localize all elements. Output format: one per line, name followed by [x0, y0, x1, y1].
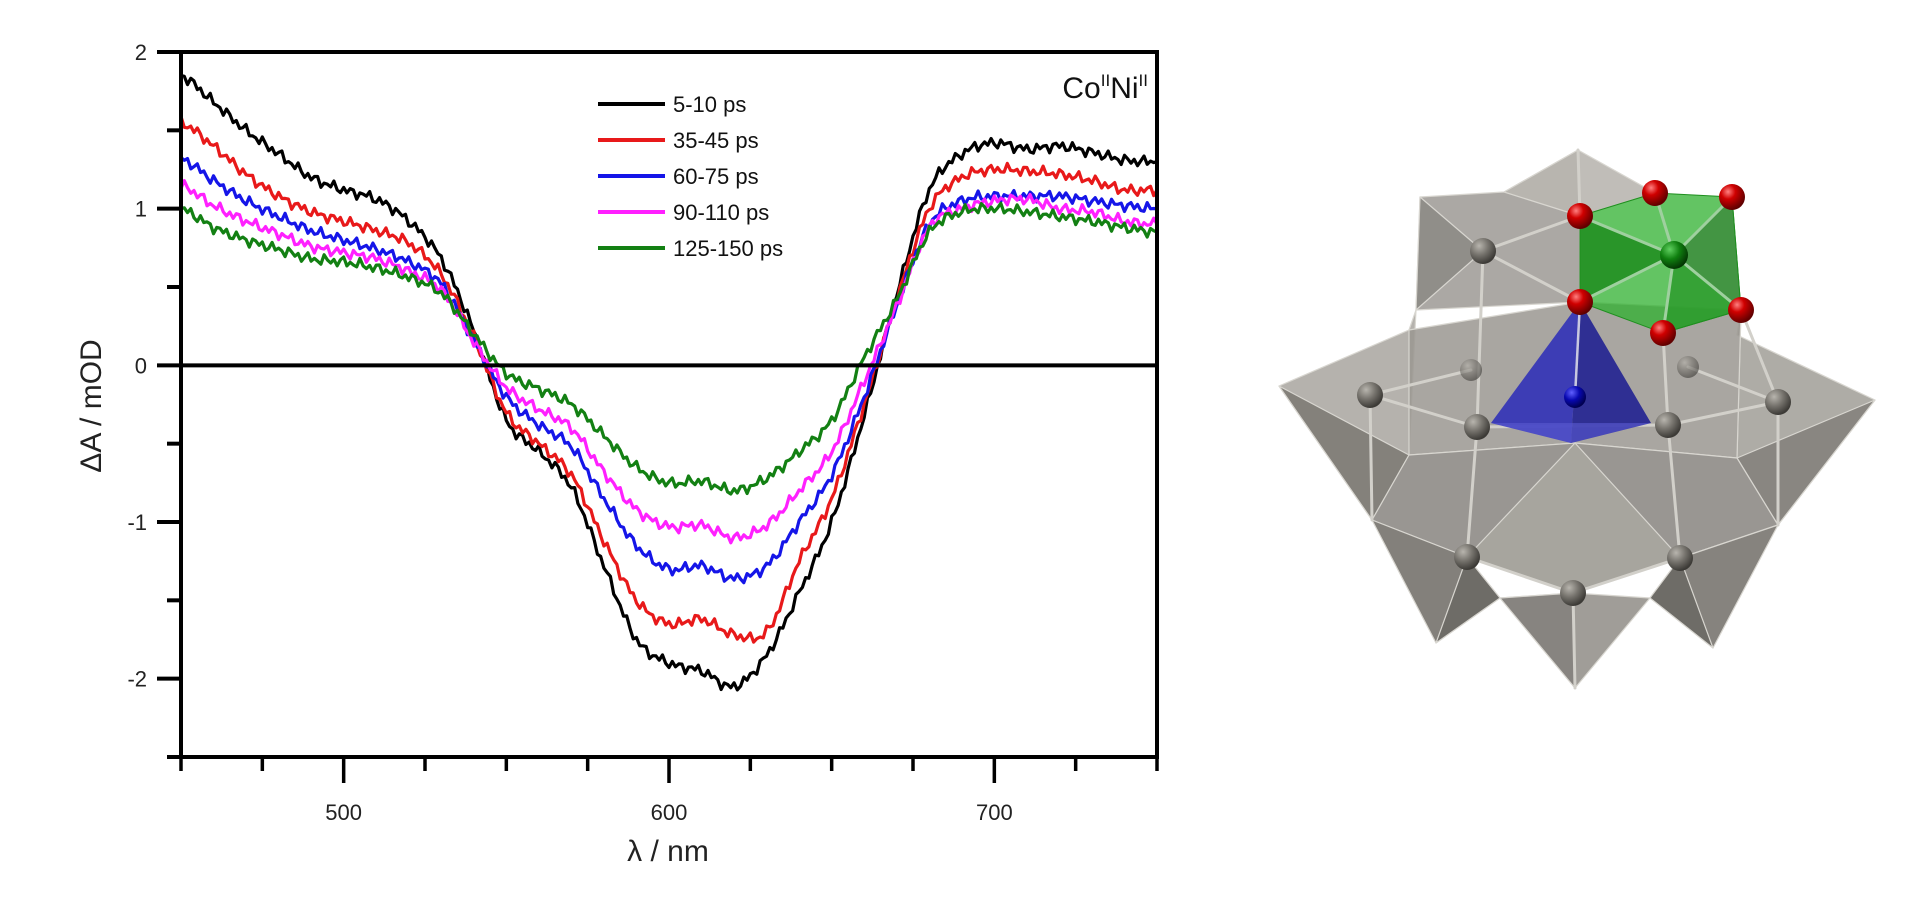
- legend-label: 125-150 ps: [673, 236, 783, 261]
- x-tick-label: 700: [976, 800, 1013, 825]
- bond: [1666, 400, 1780, 427]
- bond: [1481, 214, 1582, 253]
- w-atom: [1470, 238, 1496, 264]
- co-tetrahedron-face: [1491, 302, 1580, 443]
- plot-series-group: [179, 73, 1159, 692]
- y-tick-label: -1: [127, 510, 147, 535]
- bond: [1672, 253, 1743, 312]
- legend-label: 60-75 ps: [673, 164, 759, 189]
- series-line-125-150-ps: [180, 201, 1158, 496]
- bond: [1481, 249, 1582, 304]
- co-tetrahedron-face: [1491, 423, 1651, 443]
- series-line-5-10-ps: [180, 73, 1158, 692]
- oxygen-atom: [1728, 297, 1754, 323]
- w-atom: [1677, 356, 1699, 378]
- y-tick-label: 2: [135, 40, 147, 65]
- y-axis-title: ΔA / mOD: [75, 339, 108, 472]
- polyhedron-face: [1649, 557, 1714, 649]
- legend-label: 90-110 ps: [673, 200, 769, 225]
- series-line-60-75-ps: [179, 156, 1158, 585]
- bond: [1578, 214, 1676, 257]
- w-atom: [1667, 545, 1693, 571]
- bond: [1661, 331, 1670, 427]
- bond: [1578, 253, 1676, 304]
- series-line-35-45-ps: [179, 116, 1159, 644]
- polyhedron-face: [1499, 592, 1576, 689]
- bond: [1686, 365, 1780, 404]
- bond: [1739, 308, 1780, 404]
- oxygen-atom: [1650, 320, 1676, 346]
- bond: [1573, 301, 1582, 398]
- oxygen-atom: [1719, 184, 1745, 210]
- ni-atom: [1660, 241, 1688, 269]
- bond: [1368, 368, 1473, 397]
- bond: [1465, 555, 1575, 595]
- annotation-co-oxidation: II: [1101, 71, 1110, 90]
- w-atom: [1357, 382, 1383, 408]
- w-atom: [1560, 580, 1586, 606]
- w-atom: [1765, 389, 1791, 415]
- annotation-ni-oxidation: II: [1139, 71, 1148, 90]
- y-tick-label: 1: [135, 197, 147, 222]
- polyhedron-face: [1415, 196, 1484, 311]
- bond: [1666, 423, 1682, 560]
- oxygen-atom: [1567, 289, 1593, 315]
- oxygen-atom: [1567, 203, 1593, 229]
- w-atom: [1454, 544, 1480, 570]
- annotation-ni: Ni: [1110, 72, 1138, 105]
- w-atom: [1464, 414, 1490, 440]
- legend-label: 5-10 ps: [673, 92, 746, 117]
- legend-label: 35-45 ps: [673, 128, 759, 153]
- co-tetrahedron-face: [1571, 302, 1651, 443]
- bond: [1475, 249, 1485, 429]
- y-tick-label: -2: [127, 667, 147, 692]
- x-tick-label: 500: [325, 800, 362, 825]
- polyhedron-face: [1435, 556, 1501, 644]
- tick-labels: -2 -1 0 1 2 500 600 700: [127, 40, 1012, 825]
- axis-ticks: [157, 50, 1159, 783]
- sample-annotation: CoIINiII: [1062, 71, 1148, 105]
- legend: 5-10 ps 35-45 ps 60-75 ps 90-110 ps 125-150 …: [598, 92, 783, 261]
- bond: [1571, 591, 1577, 690]
- series-line-90-110-ps: [179, 179, 1159, 545]
- w-atom: [1655, 412, 1681, 438]
- oxygen-atom: [1642, 180, 1668, 206]
- annotation-co: Co: [1062, 72, 1100, 105]
- bond: [1571, 556, 1682, 595]
- co-atom: [1564, 386, 1586, 408]
- blue-tetrahedron: [1491, 301, 1651, 443]
- bond: [1465, 425, 1479, 559]
- x-tick-label: 600: [651, 800, 688, 825]
- w-atom: [1460, 359, 1482, 381]
- atoms: [1357, 180, 1791, 606]
- bond: [1368, 393, 1374, 522]
- bond: [1368, 393, 1479, 429]
- x-axis-title: λ / nm: [627, 835, 709, 868]
- y-tick-label: 0: [135, 353, 147, 378]
